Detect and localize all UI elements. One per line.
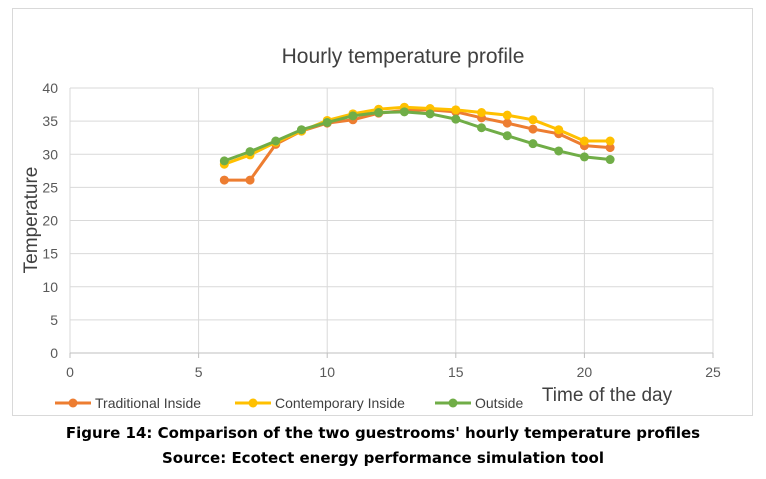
data-point bbox=[605, 143, 615, 153]
data-point bbox=[322, 117, 332, 127]
y-tick-label: 40 bbox=[42, 80, 58, 96]
series-line bbox=[222, 108, 612, 182]
x-tick-label: 20 bbox=[577, 364, 593, 380]
figure-source: Source: Ecotect energy performance simul… bbox=[161, 449, 605, 467]
x-tick-label: 10 bbox=[319, 364, 335, 380]
series-line bbox=[222, 110, 612, 163]
data-point bbox=[477, 123, 487, 133]
legend-swatch-marker bbox=[68, 398, 78, 408]
legend-swatch-marker bbox=[248, 398, 258, 408]
legend-label: Outside bbox=[475, 395, 523, 411]
y-tick-label: 0 bbox=[50, 345, 58, 361]
legend-swatch-marker bbox=[448, 398, 458, 408]
y-tick-label: 15 bbox=[42, 246, 58, 262]
y-tick-label: 30 bbox=[42, 146, 58, 162]
data-point bbox=[528, 124, 538, 134]
data-point bbox=[399, 107, 409, 117]
y-tick-label: 35 bbox=[42, 113, 58, 129]
legend: Traditional Inside Contemporary Inside Out… bbox=[55, 395, 523, 411]
x-tick-label: 5 bbox=[195, 364, 203, 380]
y-tick-label: 10 bbox=[42, 279, 58, 295]
data-point bbox=[271, 136, 281, 146]
data-point bbox=[554, 125, 564, 135]
chart-area bbox=[12, 8, 753, 416]
y-tick-label: 20 bbox=[42, 213, 58, 229]
legend-label: Traditional Inside bbox=[95, 395, 201, 411]
x-tick-label: 0 bbox=[66, 364, 74, 380]
legend-label: Contemporary Inside bbox=[275, 395, 405, 411]
y-tick-label: 25 bbox=[42, 179, 58, 195]
data-point bbox=[554, 146, 564, 156]
grid bbox=[69, 87, 714, 354]
data-point bbox=[528, 115, 538, 125]
axes: 0 5 10 15 20 25 30 35 40 0 5 10 15 20 25 bbox=[42, 80, 721, 380]
x-axis-label: Time of the day bbox=[542, 385, 673, 406]
data-point bbox=[451, 105, 461, 115]
data-point bbox=[477, 108, 487, 118]
plot-series bbox=[219, 102, 615, 185]
chart: 0 5 10 15 20 25 30 35 40 0 5 10 15 20 25 Hourly temper… bbox=[21, 45, 721, 411]
data-point bbox=[245, 175, 255, 185]
data-point bbox=[579, 152, 589, 162]
data-point bbox=[219, 156, 229, 166]
data-point bbox=[502, 131, 512, 141]
data-point bbox=[296, 125, 306, 135]
x-tick-label: 25 bbox=[705, 364, 721, 380]
data-point bbox=[425, 109, 435, 119]
figure-caption: Figure 14: Comparison of the two guestro… bbox=[65, 424, 701, 442]
data-point bbox=[605, 136, 615, 146]
data-point bbox=[348, 111, 358, 121]
data-point bbox=[528, 139, 538, 149]
data-point bbox=[374, 108, 384, 118]
y-tick-label: 5 bbox=[50, 312, 58, 328]
data-point bbox=[579, 136, 589, 146]
data-point bbox=[502, 118, 512, 128]
data-point bbox=[605, 155, 615, 165]
data-point bbox=[219, 175, 229, 185]
data-point bbox=[245, 147, 255, 157]
x-tick-label: 15 bbox=[448, 364, 464, 380]
y-axis-label: Temperature bbox=[21, 167, 42, 274]
series-line bbox=[222, 105, 612, 166]
chart-title: Hourly temperature profile bbox=[282, 45, 525, 68]
data-point bbox=[502, 110, 512, 120]
data-point bbox=[451, 114, 461, 124]
